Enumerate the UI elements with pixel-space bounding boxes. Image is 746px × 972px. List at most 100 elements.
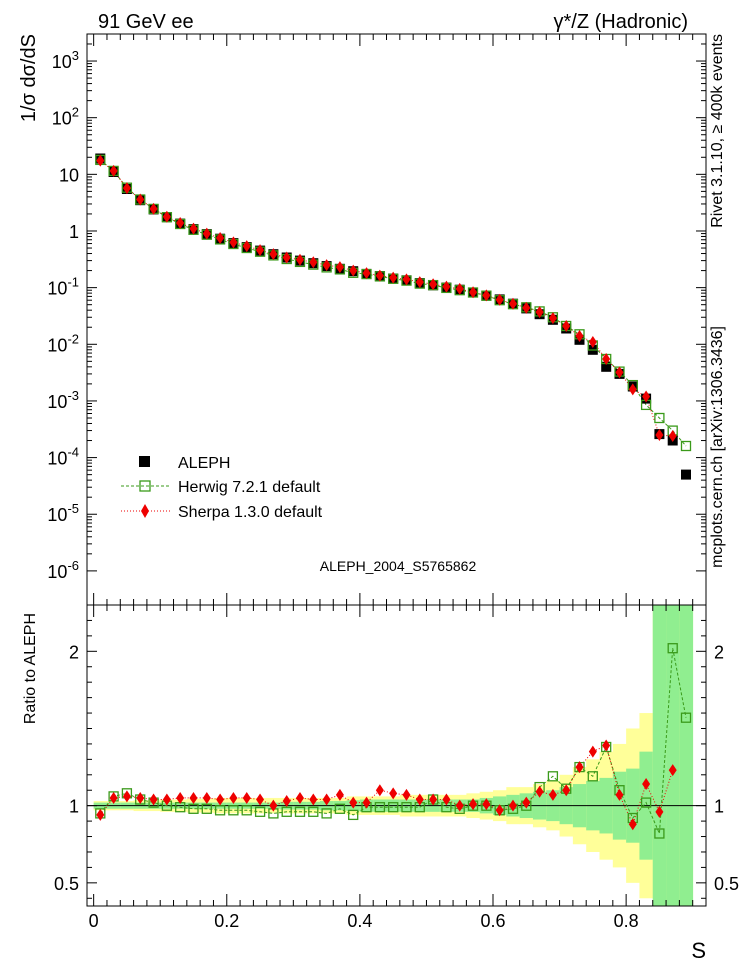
sherpa-point <box>176 217 185 230</box>
main-ytick-label: 10-6 <box>47 558 79 582</box>
sherpa-point <box>335 261 344 274</box>
ratio-sherpa-point <box>482 798 491 811</box>
sherpa-point <box>668 430 677 443</box>
legend: ALEPH Herwig 7.2.1 default Sherpa 1.3.0 … <box>121 455 323 521</box>
ratio-herwig-point <box>401 802 412 813</box>
main-ytick-label: 10-1 <box>47 275 79 299</box>
main-ytick-label: 103 <box>52 48 79 72</box>
x-axis-label: S <box>691 938 706 963</box>
sherpa-point <box>522 301 531 314</box>
sherpa-point <box>216 232 225 245</box>
ratio-sherpa-point <box>455 799 464 812</box>
ratio-herwig-point <box>214 805 226 816</box>
ratio-sherpa-point <box>162 793 171 806</box>
ratio-herwig-point <box>241 805 252 816</box>
sherpa-point <box>588 335 597 348</box>
sherpa-point <box>442 280 451 293</box>
sherpa-point <box>349 264 358 277</box>
main-ytick-label: 10-4 <box>47 445 79 469</box>
ratio-herwig-point <box>308 806 319 817</box>
sherpa-point <box>149 202 158 215</box>
mcplots-label: mcplots.cern.ch [arXiv:1306.3436] <box>709 326 726 568</box>
header-right-label: γ*/Z (Hadronic) <box>554 11 688 33</box>
ratio-herwig-point <box>667 643 678 654</box>
header-left-label: 91 GeV ee <box>98 11 194 33</box>
ratio-sherpa-point <box>216 793 225 806</box>
band-green-bin <box>679 605 694 906</box>
ratio-sherpa-point <box>202 791 211 804</box>
sherpa-point <box>309 256 318 269</box>
ratio-herwig-point <box>640 797 652 808</box>
ratio-herwig-point <box>374 802 386 813</box>
ratio-sherpa-point <box>176 791 185 804</box>
ratio-herwig-point <box>587 771 598 782</box>
sherpa-point <box>375 269 384 282</box>
ratio-sherpa-point <box>562 784 571 797</box>
ratio-ylabel: Ratio to ALEPH <box>22 613 39 724</box>
ratio-herwig-point <box>680 712 692 723</box>
legend-sherpa-label: Sherpa 1.3.0 default <box>178 504 323 521</box>
ratio-sherpa-point <box>335 788 344 801</box>
main-ytick-label: 10-2 <box>47 331 79 355</box>
sherpa-point <box>562 320 571 333</box>
ratio-frame <box>86 604 707 907</box>
ratio-herwig-point <box>188 803 199 814</box>
sherpa-point <box>455 282 464 295</box>
legend-aleph-marker <box>139 456 150 467</box>
ratio-sherpa-point <box>615 788 624 801</box>
ratio-sherpa-point <box>548 788 557 801</box>
ratio-ytick-label-right: 1 <box>714 797 724 817</box>
xtick-label: 0 <box>89 911 99 931</box>
ratio-sherpa-point <box>375 784 384 797</box>
sherpa-point <box>242 240 251 253</box>
sherpa-point <box>642 390 651 403</box>
herwig-point <box>654 412 665 424</box>
ratio-sherpa-point <box>282 795 291 808</box>
ratio-herwig-point <box>228 805 239 816</box>
sherpa-point <box>269 248 278 261</box>
main-ytick-label: 10-5 <box>47 501 79 525</box>
ratio-sherpa-point <box>655 805 664 818</box>
sherpa-point <box>469 286 478 299</box>
ratio-herwig-point <box>334 803 346 814</box>
sherpa-point <box>615 366 624 379</box>
ratio-uncertainty-bands <box>93 605 694 906</box>
sherpa-point <box>482 289 491 302</box>
legend-herwig-label: Herwig 7.2.1 default <box>178 479 321 496</box>
sherpa-point <box>362 267 371 280</box>
ratio-sherpa-point <box>362 796 371 809</box>
sherpa-point <box>256 244 265 257</box>
band-green-bin <box>652 605 667 906</box>
rivet-label: Rivet 3.1.10, ≥ 400k events <box>709 34 726 228</box>
sherpa-point <box>429 278 438 291</box>
band-green-bin <box>666 605 680 906</box>
sherpa-point <box>162 210 171 223</box>
ratio-sherpa-point <box>295 791 304 804</box>
sherpa-point <box>575 330 584 343</box>
ratio-sherpa-point <box>588 745 597 758</box>
sherpa-point <box>535 306 544 319</box>
ratio-herwig-point <box>254 806 266 817</box>
main-ytick-label: 102 <box>52 105 79 129</box>
sherpa-point <box>655 429 664 442</box>
ratio-ytick-label-left: 2 <box>69 642 79 662</box>
sherpa-point <box>229 236 238 249</box>
ratio-herwig-point <box>348 809 359 821</box>
sherpa-line <box>99 160 673 437</box>
xtick-label: 0.2 <box>214 911 239 931</box>
ratio-sherpa-point <box>469 798 478 811</box>
ratio-sherpa-point <box>136 791 145 804</box>
ratio-sherpa-point <box>628 818 637 831</box>
ratio-ytick-label-right: 0.5 <box>714 874 739 894</box>
sherpa-point <box>389 271 398 284</box>
legend-aleph-label: ALEPH <box>178 455 230 472</box>
ratio-sherpa-point <box>349 796 358 809</box>
aleph-point <box>601 361 612 372</box>
ratio-sherpa-point <box>109 791 118 804</box>
ratio-sherpa-point <box>242 791 251 804</box>
ratio-sherpa-point <box>149 793 158 806</box>
ratio-sherpa-point <box>389 787 398 800</box>
ratio-herwig-point <box>388 802 399 813</box>
